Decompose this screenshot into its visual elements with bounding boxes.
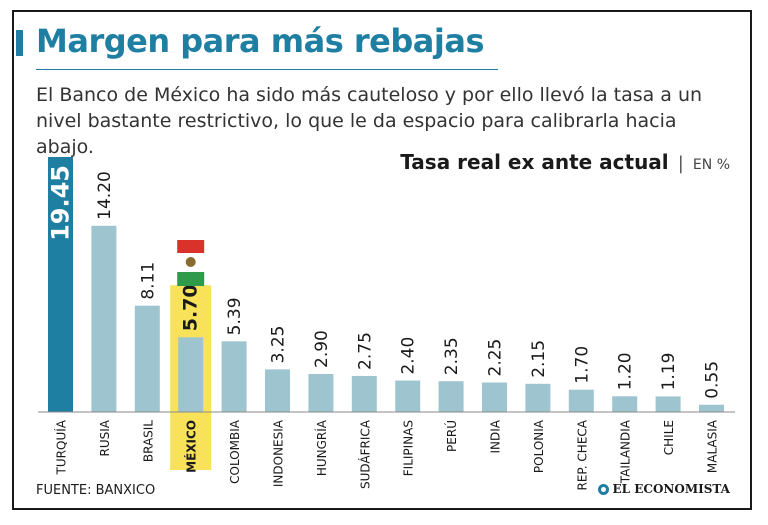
bar-5 bbox=[265, 369, 290, 412]
value-label-4: 5.39 bbox=[225, 297, 245, 335]
logo-icon bbox=[597, 483, 609, 495]
category-label-11: POLONIA bbox=[532, 419, 546, 473]
chart-title-text: Tasa real ex ante actual bbox=[400, 150, 669, 174]
value-label-8: 2.40 bbox=[399, 337, 419, 375]
category-label-9: PERÚ bbox=[444, 420, 459, 452]
value-label-10: 2.25 bbox=[486, 339, 506, 377]
value-label-2: 8.11 bbox=[138, 262, 158, 300]
value-label-6: 2.90 bbox=[312, 330, 332, 368]
bar-8 bbox=[395, 380, 421, 412]
value-label-14: 1.19 bbox=[659, 353, 679, 391]
value-label-5: 3.25 bbox=[269, 326, 289, 364]
value-label-3: 5.70 bbox=[180, 284, 202, 331]
category-label-3: MÉXICO bbox=[184, 420, 199, 473]
bar-7 bbox=[351, 375, 377, 412]
flag-emblem-icon bbox=[185, 257, 196, 267]
category-label-0: TURQUÍA bbox=[54, 419, 69, 475]
category-label-1: RUSIA bbox=[98, 419, 112, 456]
title-underline bbox=[36, 69, 498, 70]
value-label-0: 19.45 bbox=[47, 165, 75, 241]
value-label-15: 0.55 bbox=[703, 361, 723, 399]
flag-green-band bbox=[177, 272, 205, 286]
source-note: FUENTE: BANXICO bbox=[36, 483, 156, 498]
bar-1 bbox=[91, 225, 117, 412]
flag-red-band bbox=[177, 240, 205, 253]
bar-4 bbox=[221, 341, 247, 412]
category-label-14: CHILE bbox=[662, 420, 676, 455]
category-label-13: TAILANDIA bbox=[619, 419, 633, 484]
category-label-5: INDONESIA bbox=[272, 419, 286, 487]
category-label-4: COLOMBIA bbox=[228, 419, 242, 484]
value-label-7: 2.75 bbox=[355, 332, 375, 370]
category-label-8: FILIPINAS bbox=[402, 420, 416, 476]
chart-title-separator: | bbox=[677, 153, 684, 174]
infographic-frame bbox=[12, 10, 752, 510]
value-label-12: 1.70 bbox=[572, 346, 592, 384]
bar-0 bbox=[48, 157, 73, 412]
subtitle: El Banco de México ha sido más cauteloso… bbox=[36, 84, 703, 158]
value-label-11: 2.15 bbox=[529, 340, 549, 378]
bar-15 bbox=[699, 404, 724, 412]
title-accent-bar bbox=[16, 30, 23, 56]
value-label-13: 1.20 bbox=[616, 352, 636, 390]
category-label-7: SUDÁFRICA bbox=[357, 419, 372, 489]
chart-unit: EN % bbox=[692, 157, 730, 173]
value-label-1: 14.20 bbox=[95, 171, 115, 220]
bar-12 bbox=[568, 389, 594, 412]
bar-14 bbox=[655, 396, 681, 412]
category-label-10: INDIA bbox=[489, 419, 503, 453]
category-label-12: REP. CHECA bbox=[575, 419, 589, 490]
bar-3 bbox=[178, 337, 204, 412]
publisher-logo: EL ECONOMISTA bbox=[597, 482, 730, 496]
category-label-6: HUNGRÍA bbox=[314, 419, 329, 476]
bar-2 bbox=[134, 305, 160, 412]
bar-9 bbox=[438, 381, 464, 412]
bar-13 bbox=[612, 396, 638, 412]
bar-10 bbox=[482, 382, 507, 412]
value-label-9: 2.35 bbox=[442, 337, 462, 375]
category-label-2: BRASIL bbox=[141, 420, 155, 462]
bar-6 bbox=[308, 373, 334, 412]
bar-11 bbox=[525, 383, 551, 412]
category-label-15: MALASIA bbox=[706, 419, 720, 473]
chart-title: Tasa real ex ante actual | EN % bbox=[400, 150, 730, 174]
logo-text: EL ECONOMISTA bbox=[612, 482, 730, 496]
page-title: Margen para más rebajas bbox=[36, 22, 484, 60]
